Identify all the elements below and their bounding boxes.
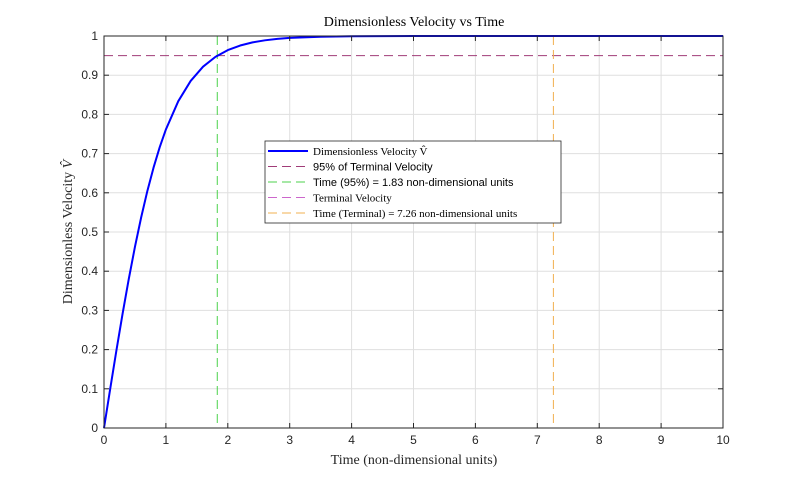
legend-label-1: 95% of Terminal Velocity <box>313 162 433 174</box>
x-ticks: 0 1 2 3 4 5 6 7 8 9 10 <box>101 36 730 447</box>
y-tick-label-10: 1 <box>91 29 98 43</box>
legend-label-0: Dimensionless Velocity V̂ <box>313 145 428 158</box>
x-tick-label-3: 3 <box>286 433 293 447</box>
legend: Dimensionless Velocity V̂ 95% of Terminal… <box>264 140 562 224</box>
x-tick-label-6: 6 <box>472 433 479 447</box>
y-tick-label-2: 0.2 <box>81 343 98 357</box>
y-tick-label-0: 0 <box>91 421 98 435</box>
x-tick-label-4: 4 <box>348 433 355 447</box>
y-axis-label-symbol: V̂ <box>60 158 76 168</box>
x-tick-label-1: 1 <box>163 433 170 447</box>
y-tick-label-5: 0.5 <box>81 225 98 239</box>
y-ticks: 0 0.1 0.2 0.3 0.4 0.5 0.6 0.7 0.8 0.9 1 <box>81 29 723 435</box>
y-tick-label-9: 0.9 <box>81 68 98 82</box>
y-tick-label-7: 0.7 <box>81 147 98 161</box>
x-tick-label-2: 2 <box>224 433 231 447</box>
y-tick-label-4: 0.4 <box>81 264 98 278</box>
y-tick-label-3: 0.3 <box>81 303 98 317</box>
legend-label-2: Time (95%) = 1.83 non-dimensional units <box>313 177 514 189</box>
x-tick-label-8: 8 <box>596 433 603 447</box>
y-tick-label-6: 0.6 <box>81 186 98 200</box>
x-axis-label: Time (non-dimensional units) <box>331 453 498 468</box>
legend-label-3: Terminal Velocity <box>313 193 392 205</box>
y-tick-label-8: 0.8 <box>81 107 98 121</box>
legend-label-4: Time (Terminal) = 7.26 non-dimensional u… <box>313 208 517 220</box>
x-tick-label-0: 0 <box>101 433 108 447</box>
y-axis-label-text: Dimensionless Velocity <box>61 172 76 304</box>
x-tick-label-9: 9 <box>658 433 665 447</box>
x-tick-label-5: 5 <box>410 433 417 447</box>
x-tick-label-7: 7 <box>534 433 541 447</box>
y-axis-label: Dimensionless Velocity V̂ <box>60 158 76 304</box>
legend-box <box>264 140 562 224</box>
chart-title: Dimensionless Velocity vs Time <box>324 15 505 30</box>
y-tick-label-1: 0.1 <box>81 382 98 396</box>
x-tick-label-10: 10 <box>716 433 730 447</box>
